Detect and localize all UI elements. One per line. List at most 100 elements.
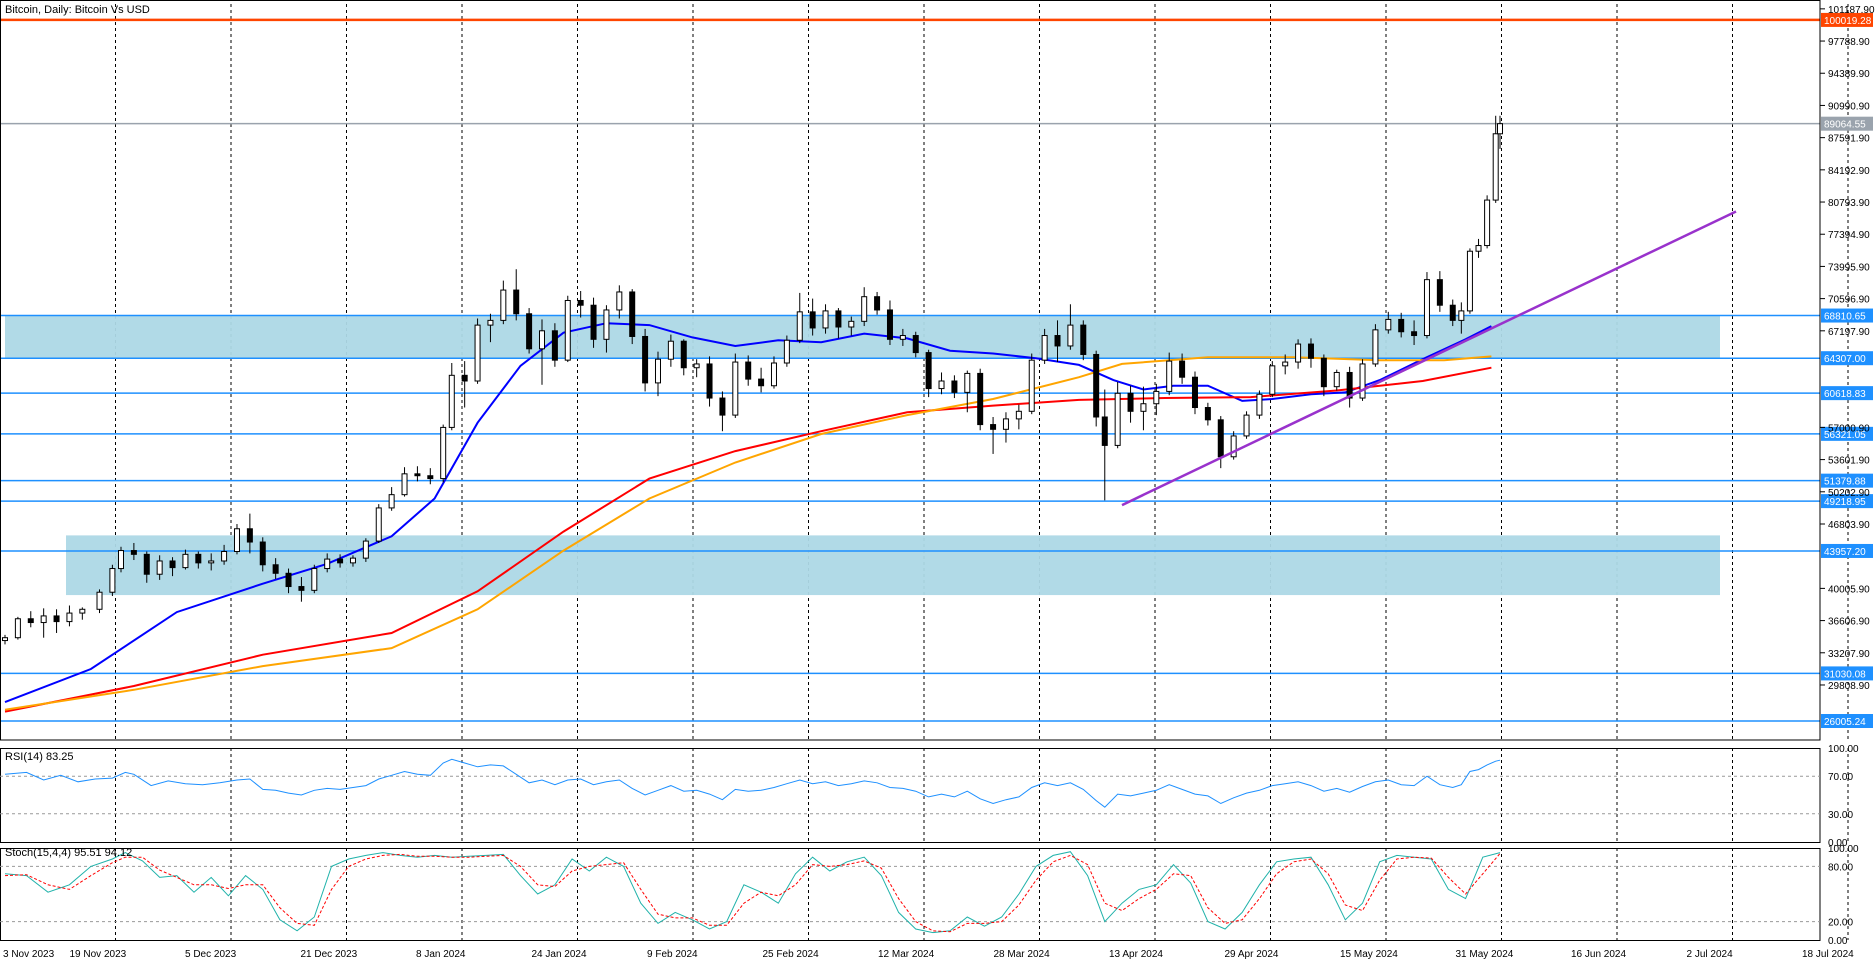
price-candle <box>1321 358 1326 386</box>
price-candle <box>1334 372 1339 386</box>
price-candle <box>441 427 446 478</box>
time-axis-label: 31 May 2024 <box>1456 949 1514 960</box>
price-candle <box>1467 251 1472 311</box>
price-candle <box>926 353 931 389</box>
price-candle <box>3 638 8 641</box>
time-axis-label: 21 Dec 2023 <box>301 949 358 960</box>
price-candle <box>183 554 188 567</box>
price-candle <box>41 616 46 623</box>
price-candle <box>655 359 660 383</box>
price-candle <box>1003 419 1008 429</box>
price-candle <box>1128 393 1133 411</box>
chart-title: Bitcoin, Daily: Bitcoin Vs USD <box>5 4 150 16</box>
price-candle <box>565 300 570 360</box>
price-candle <box>643 336 648 382</box>
price-candle <box>746 362 751 379</box>
price-tick-label: 97788.90 <box>1828 37 1870 48</box>
price-candle <box>862 297 867 322</box>
price-candle <box>578 300 583 305</box>
time-axis-label: 19 Nov 2023 <box>70 949 127 960</box>
price-candle <box>1218 420 1223 457</box>
price-candle <box>376 508 381 541</box>
time-axis-label: 2 Jul 2024 <box>1687 949 1734 960</box>
price-tick-label: 40005.90 <box>1828 584 1870 595</box>
price-candle <box>389 495 394 508</box>
price-candle <box>604 310 609 339</box>
time-axis-label: 18 Jul 2024 <box>1802 949 1854 960</box>
price-candle <box>527 314 532 349</box>
price-level-label: 89064.55 <box>1824 120 1866 131</box>
price-candle <box>110 569 115 593</box>
price-candle <box>1102 417 1107 445</box>
price-candle <box>1437 280 1442 306</box>
rsi-tick-label: 70.00 <box>1828 772 1853 783</box>
price-candle <box>1424 280 1429 336</box>
price-candle <box>694 364 699 368</box>
price-candle <box>733 362 738 415</box>
price-level-label: 64307.00 <box>1824 354 1866 365</box>
time-axis-label: 29 Apr 2024 <box>1225 949 1279 960</box>
price-candle <box>260 542 265 565</box>
price-candle <box>1167 361 1172 391</box>
price-candle <box>887 310 892 339</box>
price-tick-label: 70596.90 <box>1828 295 1870 306</box>
price-candle <box>15 619 20 638</box>
price-tick-label: 84192.90 <box>1828 166 1870 177</box>
rsi-tick-label: 100.00 <box>1828 744 1859 755</box>
price-candle <box>991 425 996 430</box>
price-candle <box>1270 366 1275 394</box>
price-candle <box>222 552 227 561</box>
price-candle <box>1283 362 1288 366</box>
support-resistance-zone <box>5 316 1720 359</box>
price-candle <box>488 320 493 325</box>
price-candle <box>1386 319 1391 329</box>
price-candle <box>338 559 343 563</box>
price-tick-label: 73995.90 <box>1828 262 1870 273</box>
price-candle <box>784 340 789 363</box>
price-candle <box>823 311 828 328</box>
time-axis-label: 8 Jan 2024 <box>416 949 466 960</box>
price-candle <box>475 325 480 381</box>
price-tick-label: 33207.90 <box>1828 649 1870 660</box>
price-candle <box>428 476 433 479</box>
price-candle <box>1081 325 1086 354</box>
price-candle <box>449 375 454 427</box>
price-candle <box>1055 336 1060 346</box>
time-axis-label: 16 Jun 2024 <box>1571 949 1626 960</box>
price-candle <box>325 559 330 568</box>
price-candle <box>415 474 420 476</box>
price-candle <box>1192 377 1197 407</box>
price-candle <box>402 474 407 495</box>
price-candle <box>299 587 304 591</box>
stoch-tick-label: 100.00 <box>1828 844 1859 855</box>
price-candle <box>681 341 686 368</box>
price-candle <box>363 541 368 558</box>
price-tick-label: 67197.90 <box>1828 327 1870 338</box>
price-candle <box>1412 332 1417 336</box>
price-candle <box>312 569 317 591</box>
price-candle <box>1459 311 1464 320</box>
price-candle <box>286 573 291 586</box>
price-candle <box>1373 330 1378 364</box>
price-candle <box>1485 200 1490 245</box>
price-candle <box>80 609 85 613</box>
price-candle <box>797 312 802 340</box>
price-candle <box>965 373 970 392</box>
price-tick-label: 77394.90 <box>1828 230 1870 241</box>
price-tick-label: 50202.90 <box>1828 488 1870 499</box>
price-candle <box>591 305 596 339</box>
price-candle <box>1476 246 1481 252</box>
time-axis-label: 13 Apr 2024 <box>1109 949 1163 960</box>
price-candle <box>54 616 59 622</box>
price-candle <box>196 554 201 563</box>
rsi-tick-label: 30.00 <box>1828 810 1853 821</box>
price-candle <box>1016 411 1021 419</box>
price-candle <box>209 561 214 563</box>
price-candle <box>759 379 764 386</box>
price-candle <box>1498 124 1503 134</box>
price-candle <box>234 529 239 552</box>
price-candle <box>1244 415 1249 436</box>
price-candle <box>875 297 880 310</box>
price-candle <box>514 290 519 314</box>
